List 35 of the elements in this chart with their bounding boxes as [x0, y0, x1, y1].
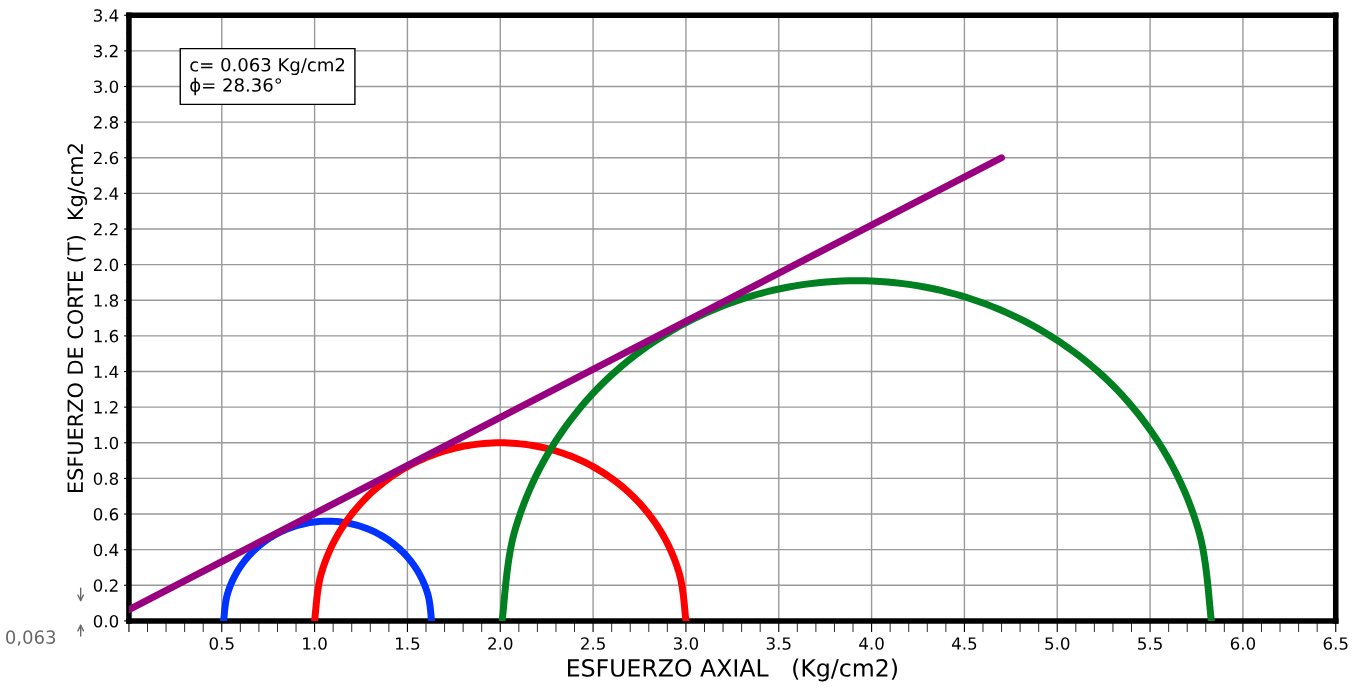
y-tick-label: 3.0 [93, 80, 119, 94]
y-tick-label: 0.6 [93, 508, 119, 521]
x-tick-label: 6.0 [1230, 637, 1256, 650]
x-tick-label: 2.0 [488, 637, 513, 650]
y-tick-label: 1.2 [94, 401, 118, 414]
y-tick-label: 1.8 [94, 294, 119, 307]
y-tick-label: 3.2 [93, 44, 118, 58]
y-tick-label: 0.4 [93, 543, 119, 557]
y-tick-label: 2.4 [93, 187, 119, 200]
y-tick-label: 1.4 [94, 365, 119, 378]
x-tick-label: 1.0 [303, 637, 327, 650]
x-tick-label: 6.5 [1323, 637, 1348, 650]
x-tick-label: 0.5 [209, 637, 234, 650]
y-tick-label: 2.6 [93, 151, 119, 165]
x-tick-label: 3.0 [673, 637, 699, 650]
y-tick-label: 2.2 [93, 222, 118, 236]
x-tick-label: 5.0 [1045, 637, 1070, 650]
text: 0,063 [6, 630, 56, 646]
y-tick-label: 2.0 [93, 258, 119, 272]
y-tick-label: 3.4 [93, 9, 119, 22]
x-tick-label: 5.5 [1138, 637, 1162, 650]
x-tick-label: 3.5 [766, 637, 791, 650]
y-tick-label: 0.2 [93, 579, 118, 592]
y-tick-label: 1.6 [94, 329, 119, 343]
x-axis-title: ESFUERZO AXIAL (Kg/cm2) [568, 658, 897, 682]
x-tick-label: 1.5 [396, 637, 420, 650]
x-tick-label: 2.5 [581, 637, 605, 650]
y-axis-title: ESFUERZO DE CORTE (T) Kg/cm2 [67, 144, 88, 493]
x-tick-label: 4.5 [951, 637, 977, 650]
y-tick-label: 2.8 [93, 116, 119, 129]
x-tick-label: 4.0 [859, 637, 884, 650]
annotation: c= 0.063 Kg/cm2 ϕ= 28.36° [190, 57, 345, 96]
y-tick-label: 1.0 [94, 436, 119, 450]
y-tick-label: 0.0 [93, 614, 119, 628]
y-tick-label: 0.8 [93, 472, 119, 485]
